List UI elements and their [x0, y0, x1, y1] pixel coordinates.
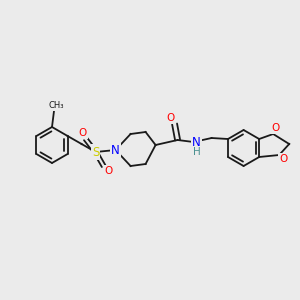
Text: N: N: [192, 136, 201, 148]
Text: S: S: [92, 146, 99, 158]
Text: O: O: [167, 113, 175, 123]
Text: N: N: [111, 143, 120, 157]
Text: O: O: [104, 166, 113, 176]
Text: O: O: [271, 123, 279, 133]
Text: O: O: [79, 128, 87, 138]
Text: CH₃: CH₃: [48, 101, 64, 110]
Text: O: O: [279, 154, 287, 164]
Text: H: H: [193, 147, 200, 157]
